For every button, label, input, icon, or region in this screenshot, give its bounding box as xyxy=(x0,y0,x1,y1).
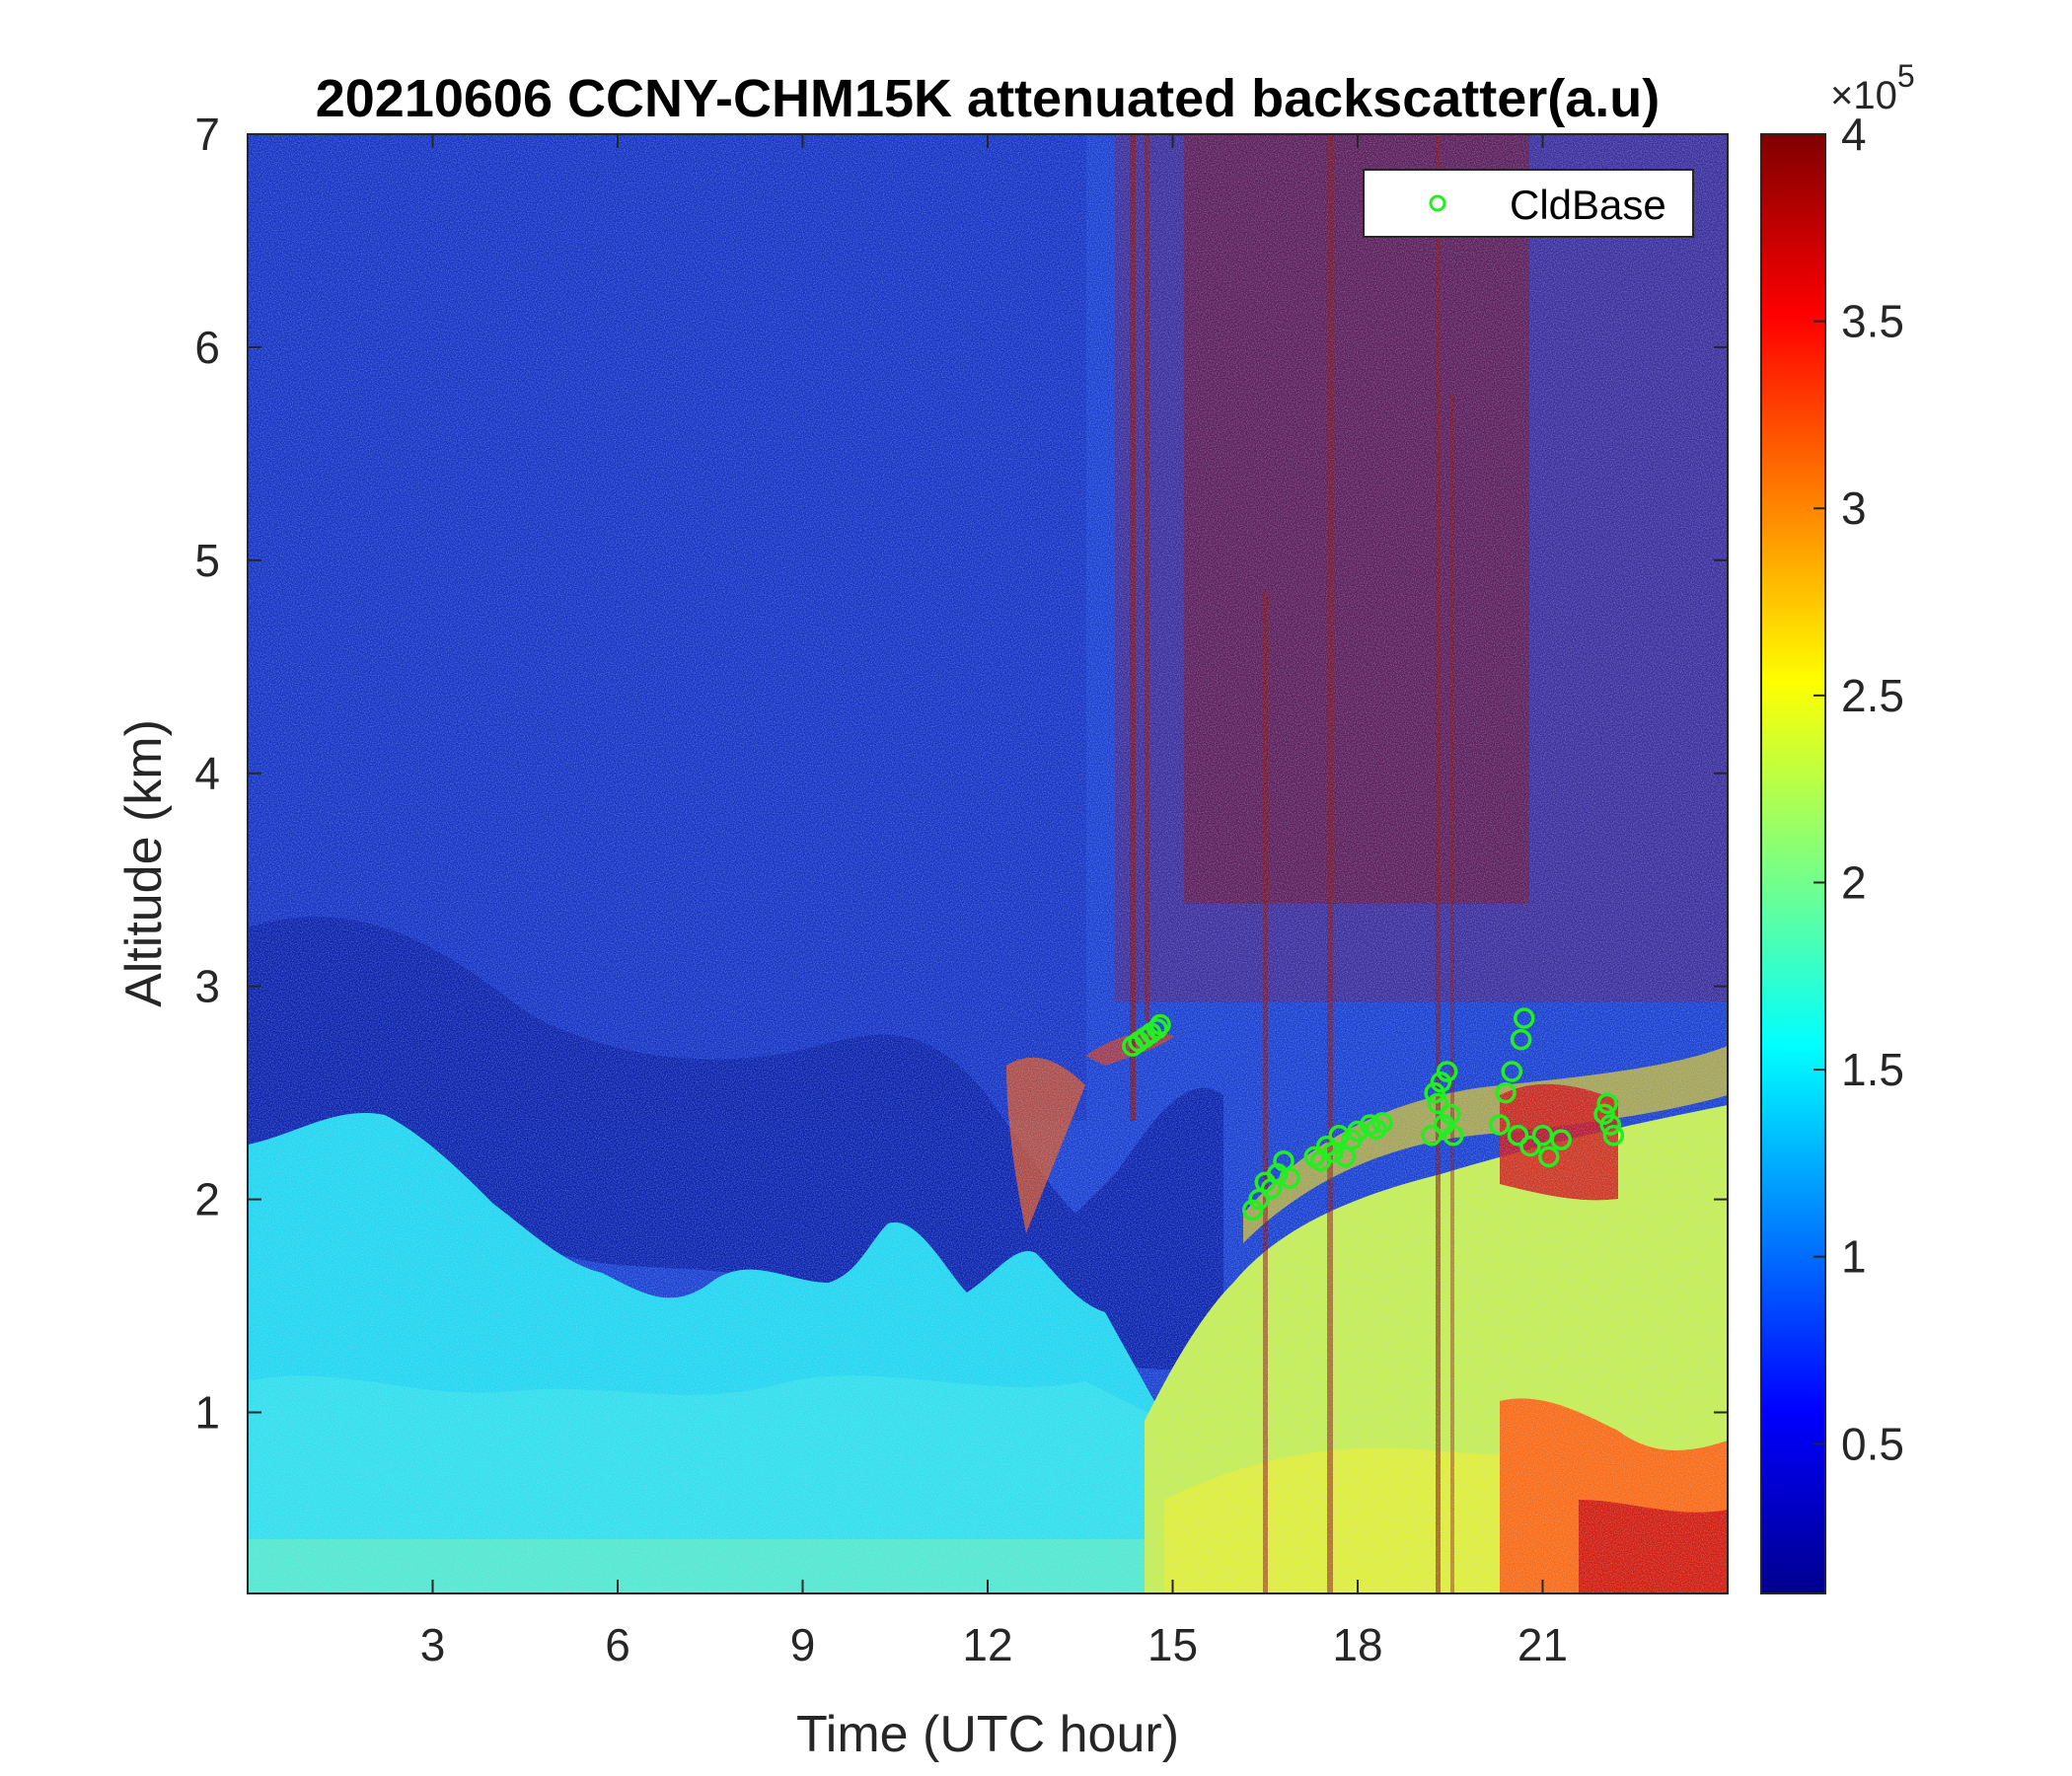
x-axis: 3 6 9 12 15 18 21 xyxy=(420,134,1568,1670)
y-tick-label: 7 xyxy=(194,109,220,160)
y-axis: 1 2 3 4 5 6 7 xyxy=(194,109,1728,1438)
cldbase-point xyxy=(1514,1007,1535,1029)
colorbar-tick-label: 1 xyxy=(1841,1231,1867,1283)
x-tick-label: 18 xyxy=(1332,1619,1382,1670)
colorbar-tick-label: 2.5 xyxy=(1841,670,1904,721)
y-tick-label: 4 xyxy=(194,748,220,799)
cldbase-point xyxy=(1593,1103,1615,1125)
x-tick-label: 9 xyxy=(790,1619,816,1670)
colorbar-tick-label: 2 xyxy=(1841,856,1867,908)
cldbase-point xyxy=(1510,1028,1532,1051)
heatmap-field xyxy=(248,134,1728,1593)
chart-title: 20210606 CCNY-CHM15K attenuated backscat… xyxy=(316,69,1661,128)
cldbase-point xyxy=(1279,1167,1300,1189)
cldbase-point xyxy=(1424,1081,1445,1104)
colorbar-tick-label: 3.5 xyxy=(1841,296,1904,347)
cldbase-point xyxy=(1371,1112,1393,1134)
colorbar: 0.5 1 1.5 2 2.5 3 3.5 4 ×105 xyxy=(1760,58,1915,1594)
cldbase-point xyxy=(1501,1061,1522,1082)
cldbase-point xyxy=(1149,1013,1171,1036)
colorbar-multiplier: ×105 xyxy=(1830,58,1915,117)
colorbar-tick-label: 1.5 xyxy=(1841,1044,1904,1095)
legend: CldBase xyxy=(1363,169,1694,238)
colorbar-tick-label: 3 xyxy=(1841,482,1867,534)
cldbase-point xyxy=(1443,1125,1464,1147)
y-tick-label: 2 xyxy=(194,1174,220,1225)
cldbase-point xyxy=(1430,1072,1452,1093)
colorbar-frame xyxy=(1760,133,1826,1594)
y-tick-label: 5 xyxy=(194,535,220,586)
y-tick-label: 6 xyxy=(194,322,220,373)
cldbase-point xyxy=(1440,1103,1461,1125)
cldbase-point xyxy=(1489,1114,1511,1136)
cldbase-series xyxy=(1122,1007,1625,1221)
cldbase-point xyxy=(1507,1125,1529,1147)
cldbase-point xyxy=(1242,1199,1264,1221)
x-tick-label: 21 xyxy=(1517,1619,1568,1670)
colorbar-multiplier-base: ×10 xyxy=(1830,74,1897,117)
legend-label-cldbase: CldBase xyxy=(1510,182,1666,228)
plot-area xyxy=(248,134,1728,1593)
colorbar-gradient xyxy=(1761,134,1825,1593)
y-tick-label: 3 xyxy=(194,961,220,1012)
legend-box xyxy=(1363,169,1694,238)
cldbase-point xyxy=(1495,1081,1517,1104)
cldbase-point xyxy=(1316,1135,1338,1157)
colorbar-tick-label: 0.5 xyxy=(1841,1418,1904,1469)
y-tick-label: 1 xyxy=(194,1386,220,1438)
colorbar-multiplier-exp: 5 xyxy=(1897,58,1915,94)
cldbase-point xyxy=(1436,1061,1458,1082)
cldbase-point xyxy=(1602,1125,1625,1147)
cldbase-point xyxy=(1599,1114,1621,1136)
colorbar-tick-label: 4 xyxy=(1841,109,1867,160)
x-tick-label: 6 xyxy=(605,1619,630,1670)
legend-marker xyxy=(1429,194,1446,212)
cldbase-point xyxy=(1519,1135,1541,1157)
x-axis-label: Time (UTC hour) xyxy=(796,1706,1179,1763)
x-tick-label: 3 xyxy=(420,1619,446,1670)
y-axis-label: Altitude (km) xyxy=(115,719,173,1007)
cldbase-point xyxy=(1421,1125,1443,1147)
cldbase-point xyxy=(1366,1118,1387,1141)
colorbar-ticks: 0.5 1 1.5 2 2.5 3 3.5 4 xyxy=(1813,109,1904,1469)
x-tick-label: 12 xyxy=(962,1619,1012,1670)
cldbase-point xyxy=(1427,1092,1448,1115)
cldbase-point xyxy=(1538,1146,1560,1168)
cldbase-point xyxy=(1596,1092,1618,1115)
cldbase-point xyxy=(1550,1129,1572,1150)
x-tick-label: 15 xyxy=(1147,1619,1198,1670)
